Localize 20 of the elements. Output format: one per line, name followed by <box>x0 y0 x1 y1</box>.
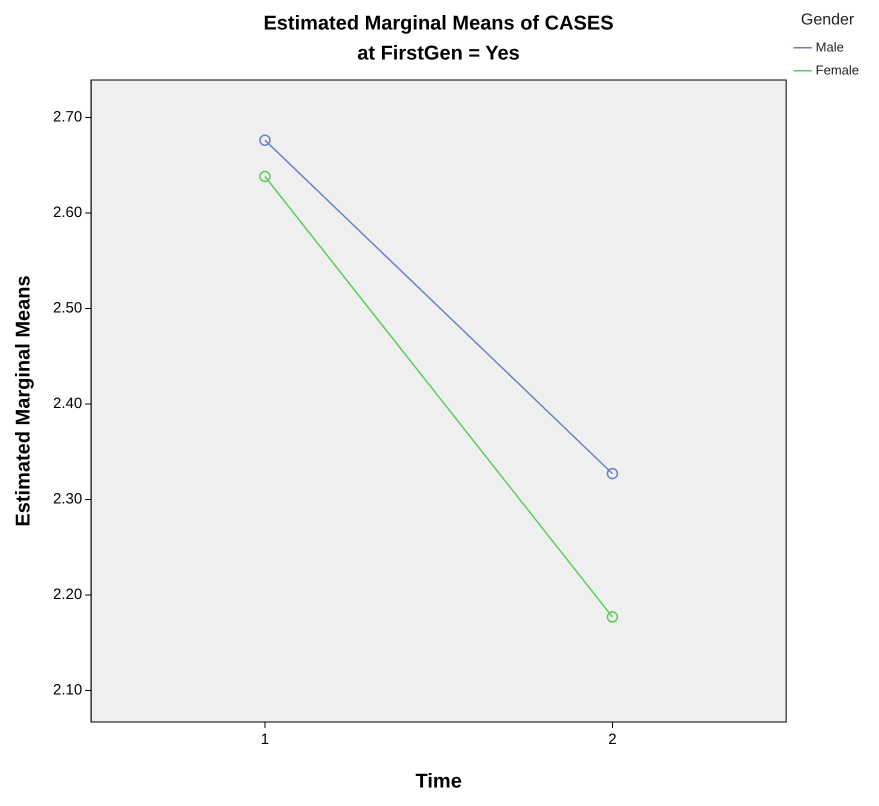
x-tick-label: 1 <box>260 731 270 748</box>
chart-subtitle: at FirstGen = Yes <box>357 42 520 65</box>
y-tick-label: 2.20 <box>52 586 82 604</box>
y-tick-label: 2.70 <box>52 108 82 126</box>
y-tick-label: 2.30 <box>52 490 82 508</box>
point <box>259 134 271 146</box>
x-tick-label: 2 <box>608 731 617 748</box>
y-axis-title: Estimated Marginal Means <box>12 275 35 527</box>
legend-label: Male <box>816 39 844 54</box>
point <box>606 468 618 480</box>
y-tick-label: 2.40 <box>52 395 82 412</box>
y-tick-label: 2.60 <box>52 204 82 221</box>
y-tick-label: 2.50 <box>52 299 82 316</box>
chart-title: Estimated Marginal Means of CASES <box>263 12 614 35</box>
point <box>259 170 271 182</box>
y-tick-label: 2.10 <box>52 682 82 699</box>
legend-title: Gender <box>800 11 855 28</box>
x-axis-title: Time <box>416 770 462 793</box>
legend-label: Female <box>816 62 860 78</box>
point <box>606 611 618 623</box>
